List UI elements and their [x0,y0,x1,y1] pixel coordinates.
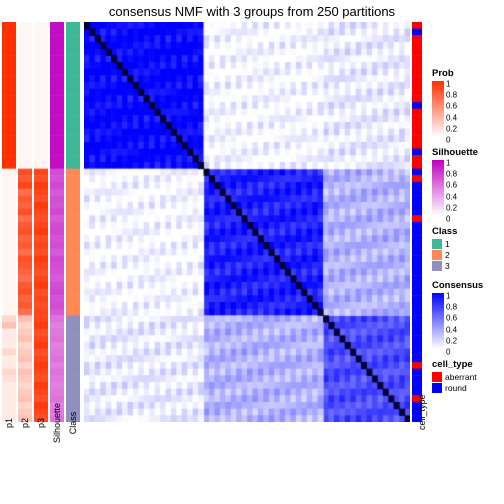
legend-item: 3 [432,261,502,271]
annot-label-silhouette: Silhouette [52,403,62,443]
legend-label: 1 [445,239,450,249]
legend-tick: 0.8 [446,303,457,312]
legend-tick: 0 [446,348,450,357]
legend-label: 2 [445,250,450,260]
chart-title: consensus NMF with 3 groups from 250 par… [109,4,395,19]
legend-swatch [432,250,442,260]
legend-title-cell_type: cell_type [432,359,502,370]
legend-swatch [432,239,442,249]
legend-item: aberrant [432,372,502,382]
legend-class: Class 123 [432,226,502,272]
legend-tick: 0.2 [446,336,457,345]
legend-title-class: Class [432,226,502,237]
legend-tick: 0.2 [446,203,457,212]
annot-silhouette: Silhouette [50,22,64,422]
legend-tick: 0.8 [446,170,457,179]
legend-cell_type: cell_type aberrantround [432,359,502,394]
legend-label: aberrant [445,372,477,382]
legend-tick: 1 [446,159,450,168]
annot-label-p3: p3 [36,418,46,428]
legend-title-silhouette: Silhouette [432,147,502,158]
legend-tick: 0.4 [446,325,457,334]
legend-tick: 0.8 [446,91,457,100]
legend-prob: Prob10.80.60.40.20 [432,68,502,139]
legend-gradient-consensus [432,293,444,349]
legend-tick: 1 [446,292,450,301]
row-annotation-columns: p1p2p3SilhouetteClass [2,22,80,422]
legend-tick: 0.4 [446,113,457,122]
legend-tick: 0 [446,136,450,145]
legend-tick: 0 [446,215,450,224]
annot-class: Class [66,22,80,422]
annot-label-p2: p2 [20,418,30,428]
legend-tick: 0.2 [446,124,457,133]
annot-label-class: Class [68,412,78,435]
legend-title-consensus: Consensus [432,280,502,291]
legend-label: 3 [445,261,450,271]
annot-p3: p3 [34,22,48,422]
legend-swatch [432,261,442,271]
legends-container: Prob10.80.60.40.20Silhouette10.80.60.40.… [432,68,502,402]
legend-gradient-silhouette [432,160,444,216]
legend-item: 2 [432,250,502,260]
cell-type-column [412,22,422,422]
legend-swatch [432,383,442,393]
legend-tick: 0.6 [446,102,457,111]
annot-p2: p2 [18,22,32,422]
legend-item: 1 [432,239,502,249]
legend-title-prob: Prob [432,68,502,79]
annot-p1: p1 [2,22,16,422]
legend-tick: 0.6 [446,314,457,323]
cell-type-axis-label: cell_type [417,394,427,430]
legend-gradient-prob [432,81,444,137]
legend-tick: 1 [446,80,450,89]
legend-silhouette: Silhouette10.80.60.40.20 [432,147,502,218]
legend-swatch [432,372,442,382]
legend-label: round [445,383,467,393]
legend-tick: 0.4 [446,192,457,201]
annot-label-p1: p1 [4,418,14,428]
legend-tick: 0.6 [446,181,457,190]
legend-item: round [432,383,502,393]
legend-consensus: Consensus10.80.60.40.20 [432,280,502,351]
consensus-heatmap [84,22,410,422]
